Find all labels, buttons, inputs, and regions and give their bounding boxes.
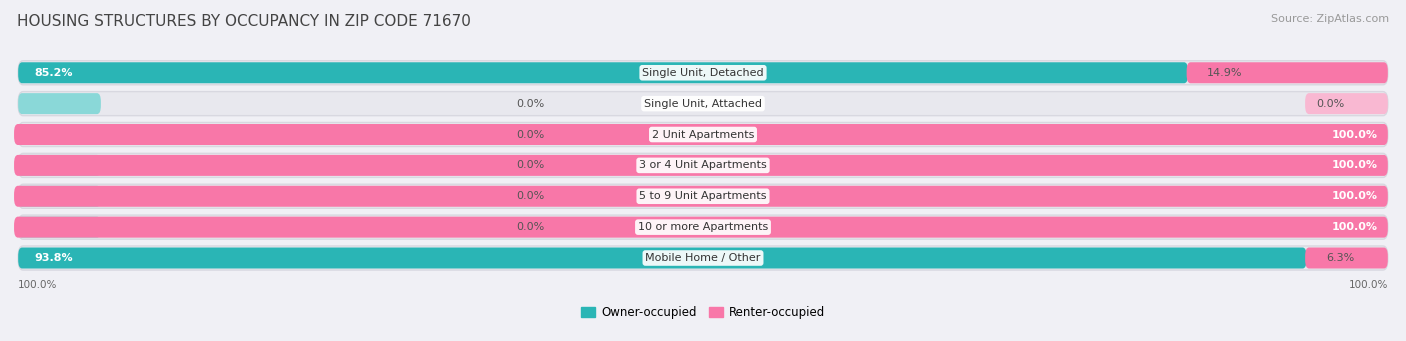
Text: 93.8%: 93.8%	[35, 253, 73, 263]
FancyBboxPatch shape	[18, 248, 1306, 268]
Text: 100.0%: 100.0%	[18, 280, 58, 290]
Text: 0.0%: 0.0%	[516, 99, 544, 109]
FancyBboxPatch shape	[18, 186, 101, 207]
FancyBboxPatch shape	[1305, 93, 1388, 114]
Text: 100.0%: 100.0%	[1348, 280, 1388, 290]
FancyBboxPatch shape	[18, 122, 1388, 147]
Text: 14.9%: 14.9%	[1208, 68, 1243, 78]
Text: Mobile Home / Other: Mobile Home / Other	[645, 253, 761, 263]
FancyBboxPatch shape	[18, 246, 1388, 270]
FancyBboxPatch shape	[14, 155, 1388, 176]
Text: 0.0%: 0.0%	[516, 160, 544, 170]
FancyBboxPatch shape	[18, 92, 1388, 116]
Text: HOUSING STRUCTURES BY OCCUPANCY IN ZIP CODE 71670: HOUSING STRUCTURES BY OCCUPANCY IN ZIP C…	[17, 14, 471, 29]
FancyBboxPatch shape	[14, 124, 1388, 145]
FancyBboxPatch shape	[18, 153, 1388, 177]
FancyBboxPatch shape	[18, 184, 1388, 208]
Text: 100.0%: 100.0%	[1331, 130, 1378, 139]
Text: 100.0%: 100.0%	[1331, 222, 1378, 232]
Text: Source: ZipAtlas.com: Source: ZipAtlas.com	[1271, 14, 1389, 24]
FancyBboxPatch shape	[14, 186, 1388, 207]
FancyBboxPatch shape	[1305, 248, 1388, 268]
Text: Single Unit, Detached: Single Unit, Detached	[643, 68, 763, 78]
Text: 5 to 9 Unit Apartments: 5 to 9 Unit Apartments	[640, 191, 766, 201]
FancyBboxPatch shape	[18, 61, 1388, 85]
FancyBboxPatch shape	[18, 215, 1388, 239]
FancyBboxPatch shape	[1187, 62, 1388, 83]
Text: 0.0%: 0.0%	[516, 222, 544, 232]
Legend: Owner-occupied, Renter-occupied: Owner-occupied, Renter-occupied	[576, 301, 830, 324]
Text: 100.0%: 100.0%	[1331, 191, 1378, 201]
FancyBboxPatch shape	[18, 124, 101, 145]
Text: 0.0%: 0.0%	[516, 191, 544, 201]
Text: 3 or 4 Unit Apartments: 3 or 4 Unit Apartments	[640, 160, 766, 170]
Text: 85.2%: 85.2%	[35, 68, 73, 78]
Text: 0.0%: 0.0%	[1316, 99, 1344, 109]
Text: 2 Unit Apartments: 2 Unit Apartments	[652, 130, 754, 139]
Text: 10 or more Apartments: 10 or more Apartments	[638, 222, 768, 232]
FancyBboxPatch shape	[18, 93, 101, 114]
FancyBboxPatch shape	[18, 62, 1188, 83]
Text: 0.0%: 0.0%	[516, 130, 544, 139]
Text: 100.0%: 100.0%	[1331, 160, 1378, 170]
Text: 6.3%: 6.3%	[1326, 253, 1354, 263]
FancyBboxPatch shape	[14, 217, 1388, 238]
FancyBboxPatch shape	[18, 155, 101, 176]
FancyBboxPatch shape	[18, 217, 101, 238]
Text: Single Unit, Attached: Single Unit, Attached	[644, 99, 762, 109]
